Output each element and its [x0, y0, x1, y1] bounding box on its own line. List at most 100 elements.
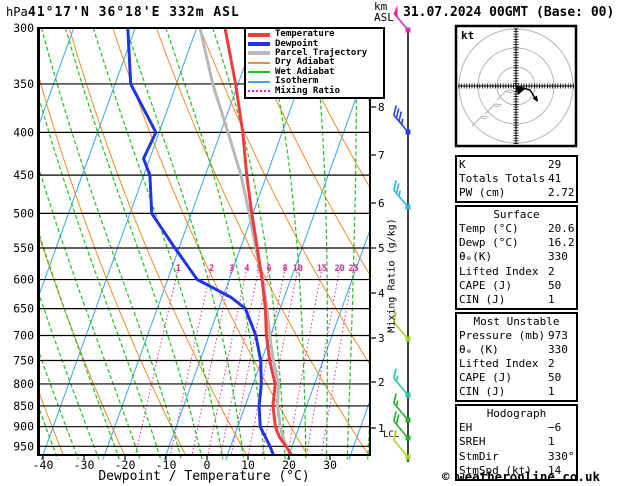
panel-row-value: 29 [548, 158, 562, 171]
mixing-ratio-label: 1 [176, 264, 181, 274]
mixing-ratio-line [247, 264, 287, 456]
hodograph-unit-label: kt [461, 29, 474, 42]
mixing-ratio-label: 2 [209, 264, 214, 274]
legend-row: Temperature [248, 30, 381, 39]
panel-row-value: 50 [548, 371, 562, 385]
panel-row: SREH 1 [459, 435, 574, 449]
mixing-ratio-label: 25 [349, 264, 359, 274]
panel-row: Pressure (mb) 973 [459, 329, 574, 343]
panel-row-value: 2 [548, 264, 555, 278]
wind-barb [393, 180, 409, 208]
panel-row: θₑ (K) 330 [459, 343, 574, 357]
legend-label: Parcel Trajectory [275, 47, 368, 58]
copyright: © weatheronline.co.uk [442, 469, 601, 484]
isotherm-line [39, 29, 136, 297]
wind-barb [393, 368, 409, 396]
panel-row: Temp (°C) 20.6 [459, 222, 575, 236]
mixing-ratio-axis-title: Mixing Ratio (g/kg) [386, 218, 398, 333]
panel-row-label: Lifted Index [459, 264, 539, 278]
temp-axis-title: Dewpoint / Temperature (°C) [98, 469, 310, 484]
panel-row-value: 2.72 [548, 186, 575, 200]
panel-row: K 29 [459, 158, 574, 172]
mixing-ratio-labels: 1 2 3 4 5 6 8 10 15 20 25 [176, 264, 359, 274]
wind-barb-dot [405, 417, 411, 423]
wet-adiabat-line [92, 29, 224, 460]
dry-adiabat-line [39, 75, 187, 456]
wind-barb [471, 115, 489, 127]
km-axis-unit: km ASL [374, 1, 394, 23]
panel-row-label: StmDir [459, 449, 499, 463]
mixing-ratio-label: 6 [266, 264, 271, 274]
legend-swatch-temperature [248, 32, 270, 37]
km-tick-label: 5 [378, 242, 385, 255]
panel-row-value: 330 [548, 342, 568, 356]
temp-tick-label: 30 [323, 458, 337, 472]
panel-row: Dewp (°C) 16.2 [459, 236, 575, 250]
panel-row: EH −6 [459, 421, 574, 435]
panel-row: θₑ(K) 330 [459, 250, 574, 264]
panel-row-label: EH [459, 421, 473, 435]
panel-row-label: CIN (J) [459, 385, 506, 399]
panel-row-label: Totals Totals [459, 172, 546, 186]
legend-swatch-parcel-trajectory [248, 51, 270, 56]
wind-barb-dot [405, 454, 411, 460]
panel-row-value: 2 [548, 357, 555, 371]
temperature-curve [223, 29, 293, 456]
panel-row-label: K [459, 158, 466, 171]
legend-row: Dry Adiabat [248, 58, 381, 67]
panel-row-label: θₑ (K) [459, 342, 499, 356]
panel-row: StmDir 330° [459, 449, 575, 464]
panel-row-value: −6 [548, 421, 562, 435]
pressure-tick-label: 300 [13, 21, 34, 35]
pressure-tick-label: 850 [13, 399, 34, 413]
panel-row: Lifted Index 2 [459, 357, 574, 371]
dry-adiabat-line [243, 29, 369, 275]
mixing-ratio-label: 15 [317, 264, 327, 274]
dry-adiabat-line [39, 234, 126, 456]
legend-label: Dry Adiabat [275, 57, 335, 68]
lcl-label: LCL [383, 430, 399, 440]
panel-row-value: 41 [548, 172, 562, 186]
isotherm-line [225, 60, 369, 460]
mixing-ratio-label: 20 [335, 264, 345, 274]
legend-label: Mixing Ratio [275, 85, 341, 96]
panel-row-value: 973 [548, 328, 568, 342]
temp-tick-label: 10 [241, 458, 255, 472]
panel-row: CIN (J) 1 [459, 385, 574, 399]
km-tick-label: 8 [378, 101, 385, 114]
temp-tick-label: 20 [282, 458, 296, 472]
panel-title: Most Unstable [473, 314, 560, 328]
panel-row-value: 330° [548, 449, 575, 463]
panel-row: Totals Totals 41 [459, 172, 574, 186]
dry-adiabat-line [68, 29, 248, 456]
panel-row-label: SREH [459, 435, 486, 449]
pressure-tick-label: 800 [13, 377, 34, 391]
km-tick-label: 4 [378, 287, 385, 300]
pressure-axis-unit: hPa [6, 5, 28, 19]
isotherm-line [286, 231, 369, 460]
panel-row-label: Lifted Index [459, 357, 539, 371]
wind-barb [393, 312, 409, 340]
panel-row-label: θₑ(K) [459, 250, 493, 264]
isotherm-line [163, 29, 320, 460]
mixing-ratio-label: 8 [283, 264, 288, 274]
mixing-ratio-line [169, 263, 213, 456]
legend-swatch-wet-adiabat [248, 71, 270, 74]
panel-row-label: CAPE (J) [459, 278, 512, 292]
panel-row: StmSpd (kt) 14 [459, 464, 574, 478]
panel-row-label: CAPE (J) [459, 371, 512, 385]
panel-title: Surface [493, 208, 540, 222]
dewpoint-curve [126, 29, 275, 456]
isotherm-line [102, 29, 259, 460]
isotherms [39, 29, 369, 460]
legend-label: Dewpoint [275, 38, 319, 49]
wet-adiabat-line [39, 231, 121, 460]
panel-row-label: PW (cm) [459, 186, 506, 200]
legend-swatch-isotherm [248, 80, 270, 83]
km-tick-label: 6 [378, 197, 385, 210]
legend-label: Wet Adiabat [275, 66, 335, 77]
pressure-tick-label: 400 [13, 125, 34, 139]
panel-row-label: StmSpd (kt) [459, 463, 532, 477]
pressure-tick-label: 550 [13, 241, 34, 255]
parcel-trajectory-curve [198, 29, 293, 456]
